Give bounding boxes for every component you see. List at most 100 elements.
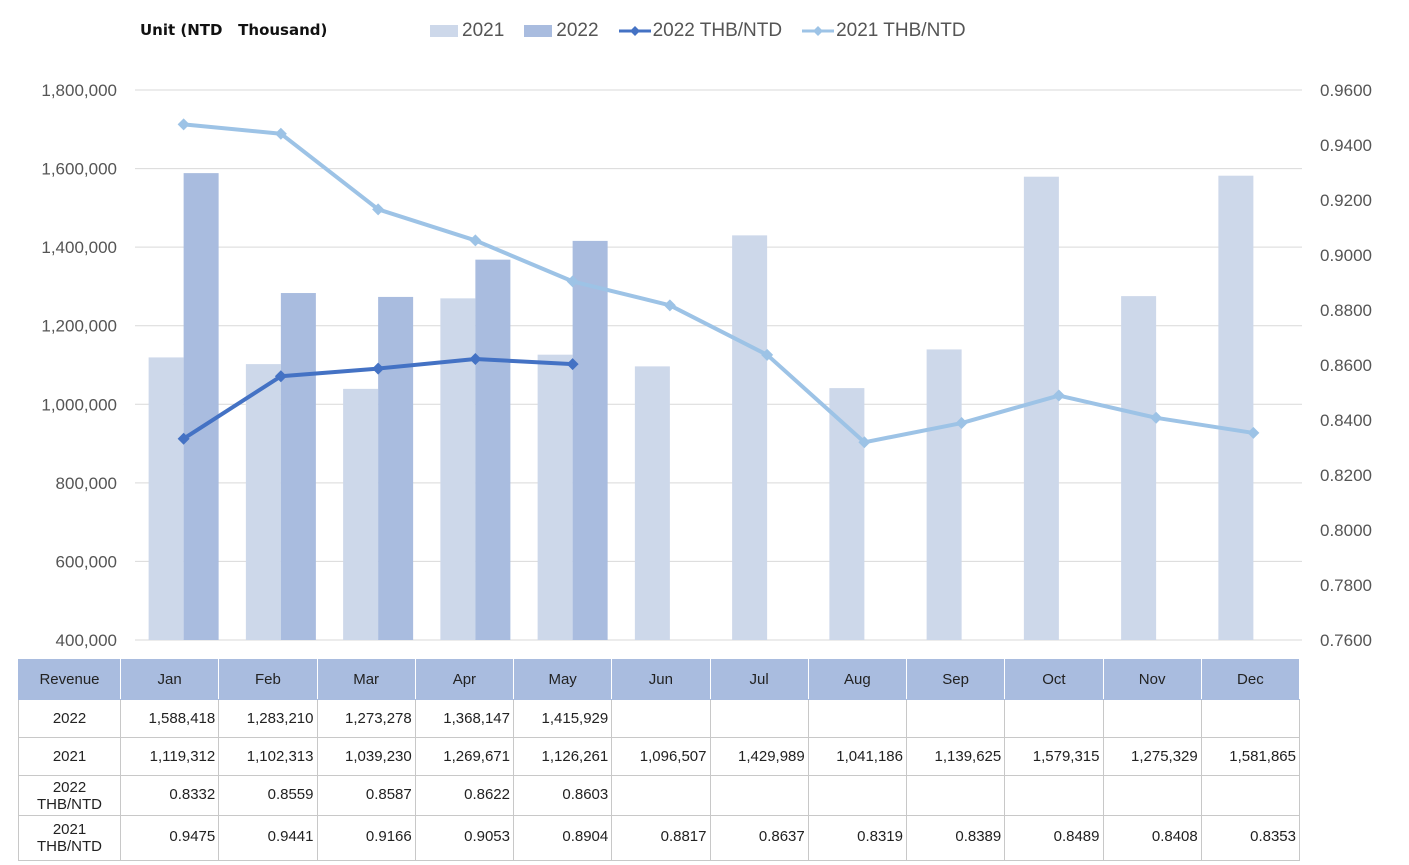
y-right-tick-label: 0.8400 [1320,411,1372,430]
point-2022-thb-ntd-apr [469,352,482,365]
table-cell: 0.8489 [1004,815,1104,861]
y-left-tick-label: 1,800,000 [41,81,117,100]
table-cell: 1,126,261 [512,737,613,776]
point-2021-thb-ntd-may [566,275,579,288]
bar-2022-apr [475,259,511,640]
table-header-jul: Jul [709,659,809,700]
table-cell: 1,039,230 [316,737,416,776]
bar-2021-feb [245,364,281,640]
table-header-label: Revenue [18,659,121,700]
data-table: Revenue Jan Feb Mar Apr May Jun Jul Aug Sep Oct Nov… [18,659,1301,861]
table-header-mar: Mar [316,659,416,700]
legend-swatch [618,26,651,36]
table-cell: 1,119,312 [119,737,220,776]
table-cell [1200,775,1301,816]
y-right-tick-label: 0.8200 [1320,466,1372,485]
legend-item-2022: 2022 [524,20,599,42]
bar-2022-may [572,240,608,640]
table-cell [807,775,908,816]
line-2021-thb-ntd [183,122,1254,445]
y-right-tick-label: 0.9200 [1320,191,1372,210]
table-cell: 1,588,418 [119,699,220,738]
unit-label: Unit (NTD Thousand) [140,21,328,39]
y-right-tick-label: 0.7600 [1320,631,1372,650]
table-row: 2021 1,119,312 1,102,313 1,039,230 1,269,671… [18,737,1301,776]
legend-label: 2021 THB/NTD [836,20,966,41]
bar-2022-feb [280,293,316,640]
table-row-label: 2022 THB/NTD [18,775,121,816]
table-cell: 0.8904 [512,815,613,861]
table-cell: 0.8622 [414,775,515,816]
legend-label: 2022 [556,20,599,41]
bar-2021-jul [732,235,768,641]
legend-swatch [802,26,835,36]
y-right-tick-label: 0.9600 [1320,81,1372,100]
y-right-tick-label: 0.8000 [1320,521,1372,540]
table-header-aug: Aug [807,659,908,700]
y-left-tick-label: 600,000 [56,552,117,571]
bar-2022-mar [378,296,414,640]
y-left-tick-label: 800,000 [56,474,117,493]
table-header-jan: Jan [119,659,220,700]
table-cell: 0.8587 [316,775,416,816]
y-right-tick-label: 0.9000 [1320,246,1372,265]
table-cell [1004,699,1104,738]
table-cell: 1,275,329 [1102,737,1202,776]
table-cell: 1,368,147 [414,699,515,738]
table-cell: 0.9166 [316,815,416,861]
table-cell [905,775,1006,816]
table-header-nov: Nov [1102,659,1202,700]
chart-plot: 400,000 600,000 800,000 1,000,000 1,200,000 1… [41,81,1372,650]
table-cell [1102,699,1202,738]
table-cell: 1,041,186 [807,737,908,776]
bar-2021-mar [343,388,379,640]
table-cell: 0.8319 [807,815,908,861]
y-right-tick-label: 0.8600 [1320,356,1372,375]
table-cell [709,775,809,816]
table-cell [709,699,809,738]
legend-item-2021-thb-ntd: 2021 THB/NTD [802,20,966,42]
table-cell: 1,096,507 [611,737,711,776]
y-left-tick-label: 1,400,000 [41,238,117,257]
point-2021-thb-ntd-apr [469,234,482,247]
y-left-tick-label: 1,000,000 [41,395,117,414]
table-header-jun: Jun [611,659,711,700]
bar-2021-jan [148,357,184,640]
table-cell: 0.8603 [512,775,613,816]
table-header-may: May [512,659,613,700]
point-2021-thb-ntd-jul [761,348,774,361]
y-right-tick-label: 0.9400 [1320,136,1372,155]
table-cell: 0.9441 [218,815,318,861]
bar-2021-sep [926,349,962,640]
table-cell [905,699,1006,738]
bar-2021-nov [1121,296,1157,640]
legend-item-2021: 2021 [430,20,504,42]
table-header-oct: Oct [1004,659,1104,700]
table-cell: 0.8389 [905,815,1006,861]
table-cell: 0.8559 [218,775,318,816]
bar-2021-jun [634,366,670,640]
table-cell: 1,415,929 [512,699,613,738]
point-2022-thb-ntd-feb [274,370,287,383]
y-right-tick-label: 0.7800 [1320,576,1372,595]
table-cell: 0.9475 [119,815,220,861]
table-header-dec: Dec [1200,659,1301,700]
table-cell: 0.8408 [1102,815,1202,861]
point-2021-thb-ntd-sep [955,417,968,430]
table-cell: 1,102,313 [218,737,318,776]
bar-2021-may [537,354,573,640]
table-cell [611,775,711,816]
point-2021-thb-ntd-nov [1150,411,1163,424]
legend-swatch [524,25,553,37]
point-2021-thb-ntd-dec [1247,426,1260,439]
table-cell: 1,269,671 [414,737,515,776]
table-cell: 0.8817 [611,815,711,861]
point-2021-thb-ntd-aug [858,436,871,449]
table-header-sep: Sep [905,659,1006,700]
table-row-label: 2021 [18,737,121,776]
bar-2022-jan [183,173,219,640]
table-cell [1004,775,1104,816]
y-right-tick-label: 0.8800 [1320,301,1372,320]
point-2021-thb-ntd-feb [274,127,287,140]
legend-swatch [430,25,458,37]
